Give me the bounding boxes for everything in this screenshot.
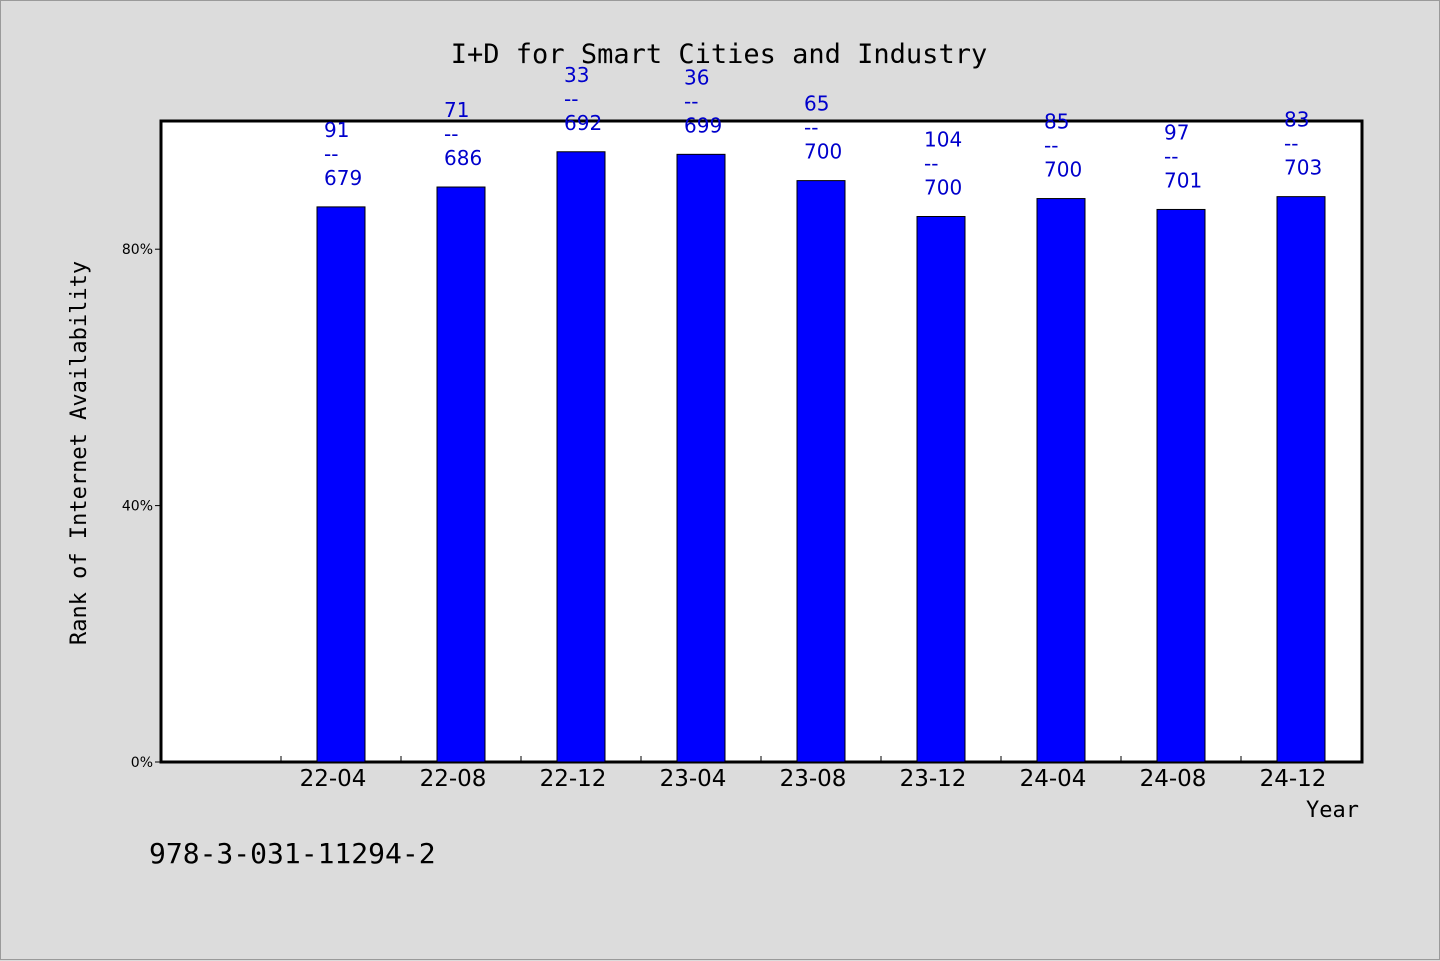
data-label: 36 [684, 65, 709, 89]
data-label: 703 [1284, 156, 1322, 180]
data-label: -- [1164, 144, 1178, 168]
bar [1036, 198, 1086, 763]
bar [316, 206, 366, 763]
data-label: -- [1284, 132, 1298, 156]
bar [916, 216, 966, 763]
bar [1276, 196, 1326, 763]
data-label: 679 [324, 166, 362, 190]
data-label: 699 [684, 113, 722, 137]
data-label: 91 [324, 118, 349, 142]
data-label: 71 [444, 98, 469, 122]
x-tick-label: 24-04 [1020, 766, 1087, 792]
y-axis-label: Rank of Internet Availability [67, 261, 92, 645]
x-tick-label: 22-12 [540, 766, 607, 792]
y-tick-label: 40% [122, 499, 153, 515]
x-tick-label: 24-12 [1260, 766, 1327, 792]
y-tick-label: 0% [131, 755, 153, 771]
bar [1156, 208, 1206, 763]
y-tick-label: 80% [122, 242, 153, 258]
bar [796, 180, 846, 763]
footer-code: 978-3-031-11294-2 [149, 837, 436, 870]
x-tick-label: 23-12 [900, 766, 967, 792]
x-tick-label: 22-04 [300, 766, 367, 792]
data-label: -- [444, 122, 458, 146]
bar [436, 186, 486, 763]
bar [676, 153, 726, 763]
data-label: -- [684, 89, 698, 113]
data-label: -- [804, 116, 818, 140]
data-label: 686 [444, 146, 482, 170]
data-label: 97 [1164, 120, 1189, 144]
data-label: 65 [804, 92, 829, 116]
bar [556, 151, 606, 763]
data-label: 33 [564, 63, 589, 87]
data-label: 85 [1044, 110, 1069, 134]
chart-title: I+D for Smart Cities and Industry [451, 39, 987, 70]
data-label: 83 [1284, 108, 1309, 132]
data-label: -- [564, 87, 578, 111]
data-label: -- [1044, 134, 1058, 158]
x-axis-label: Year [1306, 798, 1359, 823]
x-tick-label: 22-08 [420, 766, 487, 792]
data-label: -- [324, 142, 338, 166]
data-label: 700 [804, 140, 842, 164]
data-label: 104 [924, 128, 962, 152]
data-label: -- [924, 152, 938, 176]
data-label: 700 [924, 176, 962, 200]
data-label: 700 [1044, 158, 1082, 182]
data-label: 701 [1164, 168, 1202, 192]
x-tick-label: 24-08 [1140, 766, 1207, 792]
x-tick-label: 23-04 [660, 766, 727, 792]
x-tick-label: 23-08 [780, 766, 847, 792]
data-label: 692 [564, 111, 602, 135]
